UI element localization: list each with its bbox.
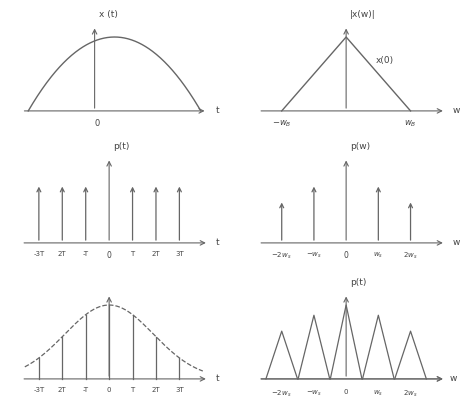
- Text: p(t): p(t): [113, 142, 129, 151]
- Text: p(w): p(w): [350, 142, 370, 151]
- Text: $-2w_s$: $-2w_s$: [272, 251, 292, 261]
- Text: 0: 0: [95, 119, 100, 128]
- Text: p(t): p(t): [350, 278, 366, 287]
- Text: $2w_s$: $2w_s$: [403, 389, 418, 399]
- Text: t: t: [215, 106, 219, 116]
- Text: $w_s$: $w_s$: [373, 389, 383, 398]
- Text: 0: 0: [107, 387, 111, 393]
- Text: T: T: [130, 387, 135, 393]
- Text: 2T: 2T: [58, 251, 67, 257]
- Text: T: T: [130, 251, 135, 257]
- Text: $-w_s$: $-w_s$: [306, 251, 322, 260]
- Text: |x(w)|: |x(w)|: [350, 10, 375, 19]
- Text: 2T: 2T: [152, 387, 160, 393]
- Text: w: w: [453, 238, 460, 248]
- Text: x (t): x (t): [99, 10, 118, 19]
- Text: 2T: 2T: [152, 251, 160, 257]
- Text: 0: 0: [344, 251, 348, 260]
- Text: 0: 0: [344, 389, 348, 395]
- Text: -T: -T: [82, 387, 89, 393]
- Text: 3T: 3T: [175, 251, 184, 257]
- Text: $-2w_s$: $-2w_s$: [272, 389, 292, 399]
- Text: $-w_s$: $-w_s$: [306, 389, 322, 398]
- Text: $2w_s$: $2w_s$: [403, 251, 418, 261]
- Text: -T: -T: [82, 251, 89, 257]
- Text: 0: 0: [107, 251, 111, 260]
- Text: -3T: -3T: [33, 387, 45, 393]
- Text: w: w: [449, 374, 456, 384]
- Text: 3T: 3T: [175, 387, 184, 393]
- Text: w: w: [453, 106, 460, 116]
- Text: $w_s$: $w_s$: [373, 251, 383, 260]
- Text: 2T: 2T: [58, 387, 67, 393]
- Text: -3T: -3T: [33, 251, 45, 257]
- Text: t: t: [216, 238, 219, 248]
- Text: t: t: [216, 374, 219, 384]
- Text: x(0): x(0): [375, 56, 393, 65]
- Text: $-w_B$: $-w_B$: [272, 119, 292, 129]
- Text: $w_B$: $w_B$: [404, 119, 417, 129]
